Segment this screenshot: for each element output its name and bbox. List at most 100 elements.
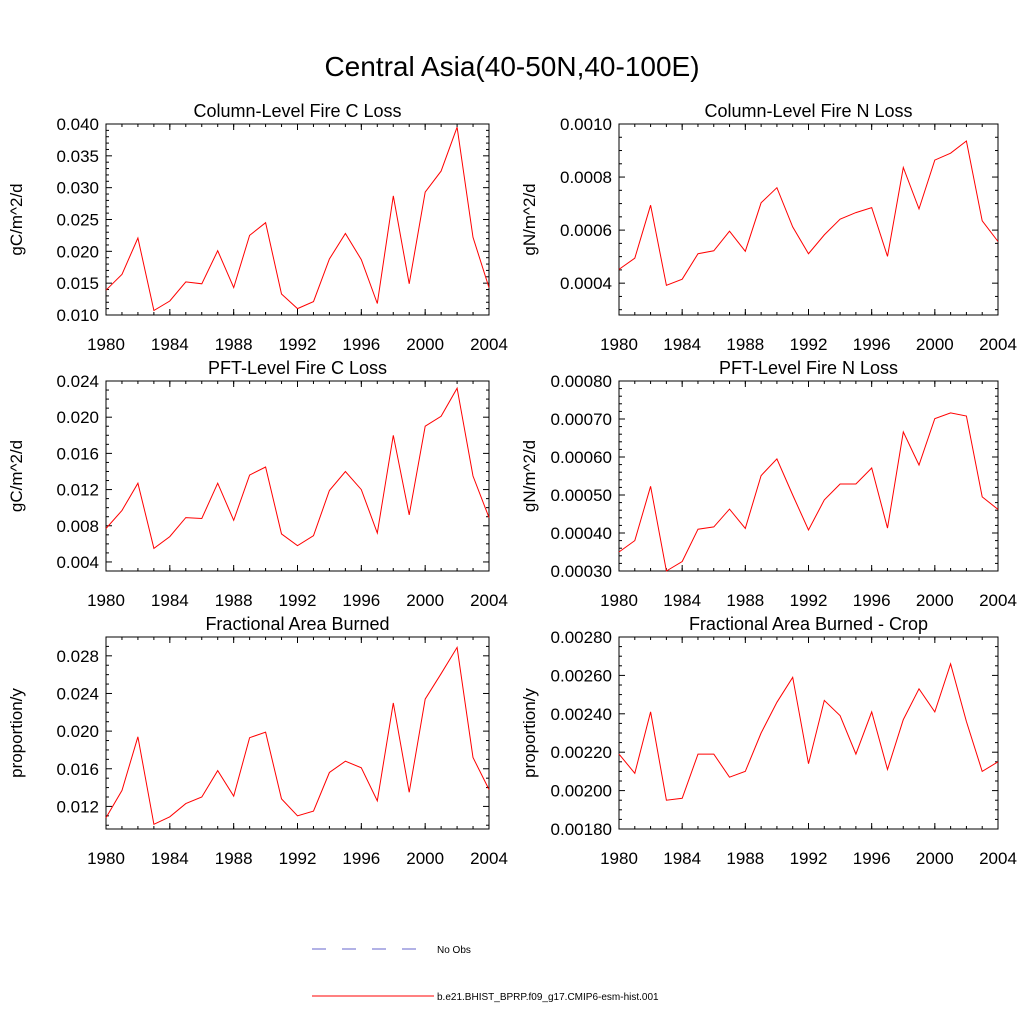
- y-tick-label: 0.040: [56, 115, 99, 134]
- y-tick-label: 0.012: [56, 797, 99, 816]
- x-tick-label: 1984: [151, 335, 189, 354]
- x-tick-label: 2004: [979, 591, 1017, 610]
- chart-panel-4: PFT-Level Fire N Loss gN/m^2/d 1980 1984 198…: [520, 358, 1017, 610]
- legend: No Obs b.e21.BHIST_BPRP.f09_g17.CMIP6-es…: [312, 945, 659, 1003]
- plot-frame: [618, 636, 999, 830]
- x-tick-label: 1988: [726, 591, 764, 610]
- x-tick-label: 1992: [279, 591, 317, 610]
- x-tick-label: 2004: [470, 849, 508, 868]
- y-tick-label: 0.020: [56, 408, 99, 427]
- y-tick-label: 0.016: [56, 760, 99, 779]
- x-tick-label: 1988: [215, 591, 253, 610]
- y-tick-label: 0.025: [56, 211, 99, 230]
- x-tick-label: 1980: [87, 591, 125, 610]
- x-tick-label: 1996: [853, 849, 891, 868]
- x-tick-label: 1984: [663, 849, 701, 868]
- plots: Column-Level Fire C Loss gC/m^2/d 1980 1984…: [7, 101, 1017, 868]
- y-tick-label: 0.00240: [551, 705, 612, 724]
- y-tick-label: 0.00220: [551, 743, 612, 762]
- y-tick-label: 0.00050: [551, 486, 612, 505]
- x-tick-label: 1996: [853, 591, 891, 610]
- x-tick-label: 2004: [979, 849, 1017, 868]
- x-tick-label: 1984: [151, 849, 189, 868]
- x-tick-label: 1992: [279, 335, 317, 354]
- y-tick-label: 0.024: [56, 372, 99, 391]
- y-tick-label: 0.004: [56, 553, 99, 572]
- x-tick-label: 2000: [406, 591, 444, 610]
- x-tick-label: 1988: [726, 335, 764, 354]
- series-line: [618, 662, 999, 801]
- y-tick-label: 0.024: [56, 684, 99, 703]
- series-line: [105, 645, 490, 826]
- y-axis-label: proportion/y: [7, 688, 26, 778]
- x-tick-label: 2004: [470, 591, 508, 610]
- main-title: Central Asia(40-50N,40-100E): [324, 51, 699, 82]
- x-tick-label: 1988: [726, 849, 764, 868]
- x-tick-label: 1984: [663, 591, 701, 610]
- x-tick-label: 1992: [790, 335, 828, 354]
- y-tick-label: 0.00180: [551, 820, 612, 839]
- series-line: [618, 140, 999, 286]
- y-tick-label: 0.028: [56, 647, 99, 666]
- y-tick-label: 0.0004: [560, 274, 612, 293]
- panel-title: Fractional Area Burned - Crop: [689, 614, 928, 634]
- y-tick-label: 0.012: [56, 481, 99, 500]
- panel-title: Column-Level Fire N Loss: [704, 101, 912, 121]
- plot-frame: [105, 380, 490, 572]
- y-tick-label: 0.00040: [551, 524, 612, 543]
- x-tick-label: 1984: [151, 591, 189, 610]
- y-tick-label: 0.016: [56, 444, 99, 463]
- x-tick-label: 1996: [342, 849, 380, 868]
- y-tick-label: 0.030: [56, 179, 99, 198]
- legend-label-model: b.e21.BHIST_BPRP.f09_g17.CMIP6-esm-hist.…: [437, 992, 659, 1003]
- x-tick-label: 1996: [342, 591, 380, 610]
- x-tick-label: 1988: [215, 335, 253, 354]
- x-tick-label: 2000: [916, 849, 954, 868]
- y-tick-label: 0.020: [56, 242, 99, 261]
- series-line: [105, 127, 490, 312]
- series-line: [105, 386, 490, 550]
- y-tick-label: 0.0010: [560, 115, 612, 134]
- legend-label-no-obs: No Obs: [437, 945, 471, 956]
- chart-panel-1: Column-Level Fire C Loss gC/m^2/d 1980 1984…: [7, 101, 508, 354]
- x-tick-label: 1980: [600, 591, 638, 610]
- y-tick-label: 0.00280: [551, 628, 612, 647]
- chart-panel-3: PFT-Level Fire C Loss gC/m^2/d 1980 1984 198…: [7, 358, 508, 610]
- x-tick-label: 1984: [663, 335, 701, 354]
- y-tick-label: 0.00030: [551, 562, 612, 581]
- panel-title: PFT-Level Fire N Loss: [719, 358, 898, 378]
- y-tick-label: 0.00060: [551, 448, 612, 467]
- y-axis-label: gC/m^2/d: [7, 183, 26, 255]
- y-tick-label: 0.010: [56, 306, 99, 325]
- x-tick-label: 1980: [87, 335, 125, 354]
- chart-panel-6: Fractional Area Burned - Crop proportion/…: [520, 614, 1017, 868]
- x-tick-label: 1996: [853, 335, 891, 354]
- x-tick-label: 1980: [600, 335, 638, 354]
- y-tick-label: 0.00200: [551, 782, 612, 801]
- x-tick-label: 1992: [790, 849, 828, 868]
- x-tick-label: 1980: [87, 849, 125, 868]
- y-tick-label: 0.00070: [551, 410, 612, 429]
- x-tick-label: 2000: [406, 335, 444, 354]
- panel-title: Column-Level Fire C Loss: [193, 101, 401, 121]
- y-axis-label: gN/m^2/d: [520, 440, 539, 512]
- x-tick-label: 1980: [600, 849, 638, 868]
- x-tick-label: 1992: [790, 591, 828, 610]
- x-tick-label: 1992: [279, 849, 317, 868]
- chart-panel-2: Column-Level Fire N Loss gN/m^2/d 1980 1984…: [520, 101, 1017, 354]
- y-tick-label: 0.0008: [560, 168, 612, 187]
- y-axis-label: proportion/y: [520, 688, 539, 778]
- series-line: [618, 412, 999, 572]
- y-tick-label: 0.00080: [551, 372, 612, 391]
- y-tick-label: 0.015: [56, 274, 99, 293]
- plot-frame: [105, 123, 490, 316]
- chart-panel-5: Fractional Area Burned proportion/y 1980 19…: [7, 614, 508, 868]
- x-tick-label: 2000: [916, 591, 954, 610]
- x-tick-label: 1988: [215, 849, 253, 868]
- panel-title: PFT-Level Fire C Loss: [208, 358, 387, 378]
- y-tick-label: 0.035: [56, 147, 99, 166]
- x-tick-label: 1996: [342, 335, 380, 354]
- y-axis-label: gC/m^2/d: [7, 440, 26, 512]
- y-tick-label: 0.020: [56, 722, 99, 741]
